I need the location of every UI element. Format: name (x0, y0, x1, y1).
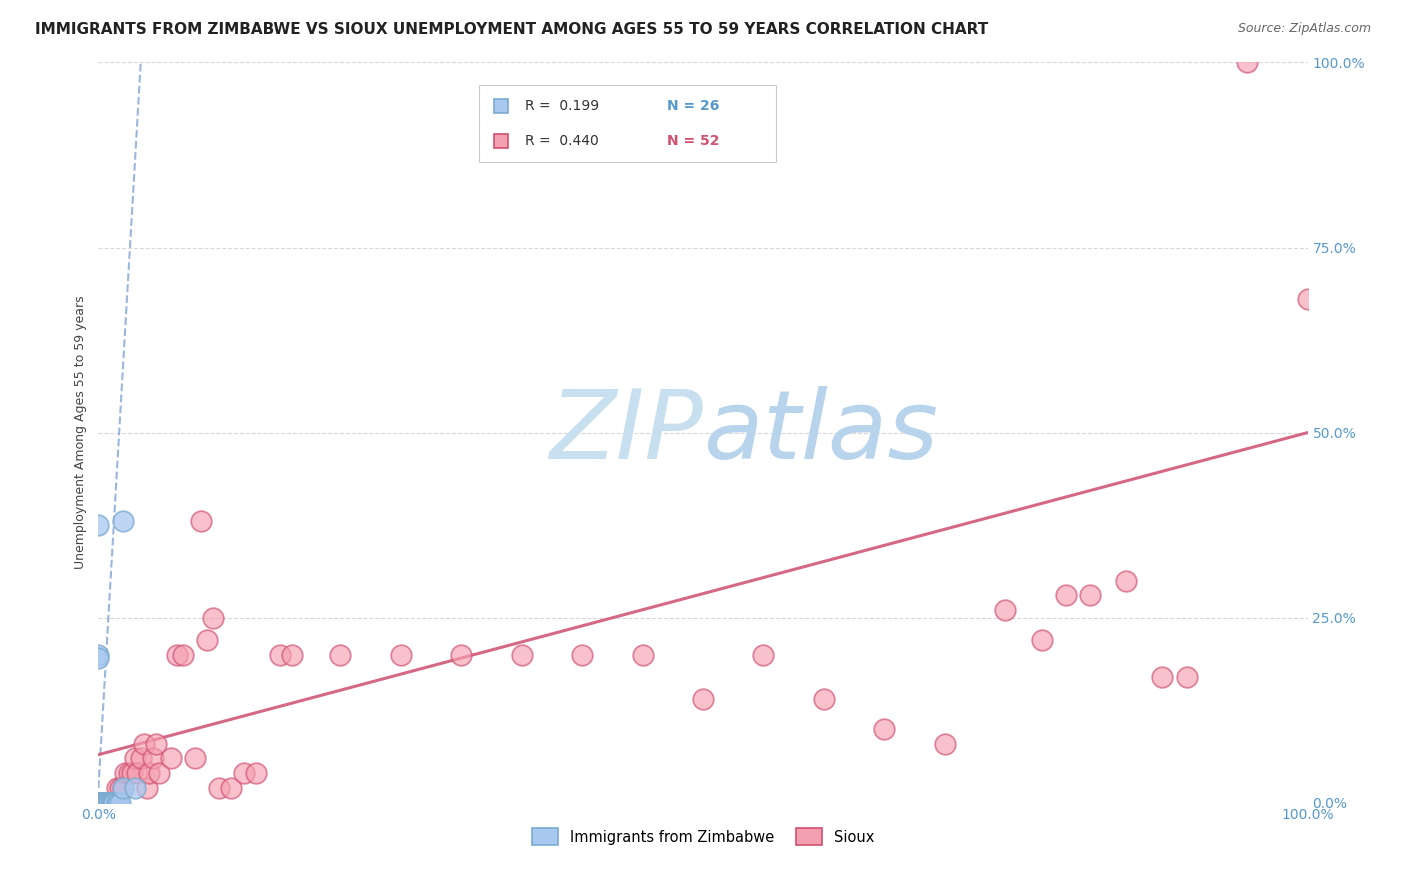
Text: R =  0.440: R = 0.440 (526, 134, 599, 147)
Point (1152, 670, 1174, 684)
Point (208, 780, 231, 795)
Point (93, 796, 115, 810)
Point (111, 780, 134, 795)
Point (101, 796, 124, 810)
Point (105, 796, 128, 810)
FancyBboxPatch shape (479, 85, 776, 162)
Point (190, 515, 212, 529)
Point (184, 751, 207, 765)
Point (101, 796, 124, 810)
Point (631, 648, 654, 662)
Text: N = 26: N = 26 (666, 99, 718, 113)
Point (100, 796, 122, 810)
Point (93, 796, 115, 810)
Y-axis label: Unemployment Among Ages 55 to 59 years: Unemployment Among Ages 55 to 59 years (75, 296, 87, 569)
Point (98, 796, 121, 810)
Point (107, 796, 129, 810)
Point (87, 796, 110, 810)
Point (114, 766, 136, 780)
Point (1054, 589, 1077, 603)
Point (135, 780, 157, 795)
Text: R =  0.199: R = 0.199 (526, 99, 599, 113)
Point (510, 648, 533, 662)
Point (127, 766, 149, 780)
Text: Source: ZipAtlas.com: Source: ZipAtlas.com (1237, 22, 1371, 36)
Point (202, 610, 225, 624)
Point (245, 766, 267, 780)
Point (166, 648, 188, 662)
Point (105, 780, 128, 795)
Text: N = 52: N = 52 (666, 134, 720, 147)
Point (145, 737, 167, 751)
Point (91, 796, 114, 810)
Point (121, 766, 143, 780)
Point (103, 796, 125, 810)
Point (87, 518, 110, 533)
Text: atlas: atlas (703, 386, 938, 479)
Point (87, 796, 110, 810)
Point (138, 766, 160, 780)
Text: ZIP: ZIP (550, 386, 703, 479)
Point (692, 692, 714, 706)
Point (1296, 293, 1319, 307)
Point (813, 692, 835, 706)
Point (329, 648, 352, 662)
Point (129, 751, 152, 765)
Point (389, 648, 412, 662)
Point (450, 648, 472, 662)
Point (111, 515, 134, 529)
Point (994, 603, 1017, 617)
Point (87, 796, 110, 810)
Point (91, 796, 114, 810)
Point (1236, 55, 1258, 70)
Point (160, 751, 183, 765)
Point (934, 737, 956, 751)
Point (108, 796, 131, 810)
Point (221, 780, 243, 795)
Point (269, 648, 291, 662)
Point (873, 722, 896, 736)
Point (94, 796, 117, 810)
Point (97, 796, 120, 810)
Point (87, 796, 110, 810)
Point (752, 648, 775, 662)
Point (96, 796, 118, 810)
Point (87, 796, 110, 810)
Point (108, 780, 131, 795)
Point (124, 780, 146, 795)
Point (124, 751, 146, 765)
Point (1175, 670, 1198, 684)
Point (100, 796, 122, 810)
Point (111, 780, 134, 795)
Point (148, 766, 170, 780)
Point (118, 766, 141, 780)
Point (1078, 589, 1101, 603)
Point (100, 796, 122, 810)
Point (96, 796, 118, 810)
Point (571, 648, 593, 662)
Point (172, 648, 194, 662)
Point (87, 651, 110, 665)
Point (91, 796, 114, 810)
Point (195, 632, 218, 647)
Point (1031, 632, 1053, 647)
Point (232, 766, 254, 780)
Legend: Immigrants from Zimbabwe, Sioux: Immigrants from Zimbabwe, Sioux (526, 822, 880, 851)
Point (142, 751, 165, 765)
Point (1115, 574, 1137, 588)
Point (87, 648, 110, 662)
Point (281, 648, 304, 662)
Point (134, 737, 156, 751)
Text: IMMIGRANTS FROM ZIMBABWE VS SIOUX UNEMPLOYMENT AMONG AGES 55 TO 59 YEARS CORRELA: IMMIGRANTS FROM ZIMBABWE VS SIOUX UNEMPL… (35, 22, 988, 37)
